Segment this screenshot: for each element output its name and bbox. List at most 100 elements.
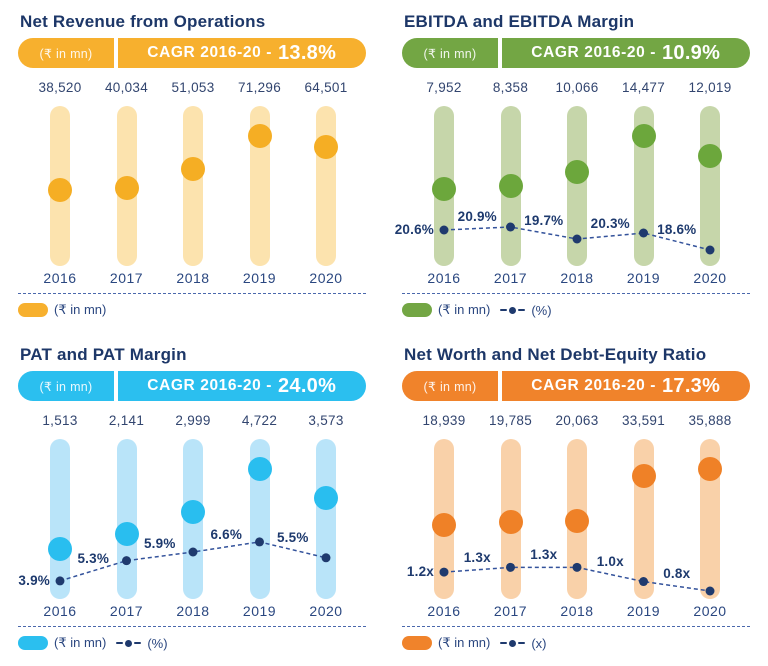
line-value-label: 1.3x — [530, 547, 558, 563]
year-label: 2017 — [493, 270, 528, 286]
line-value-label: 20.3% — [590, 216, 630, 231]
line-point — [188, 547, 198, 557]
line-point — [55, 576, 65, 586]
cagr-label: CAGR 2016-20 - — [531, 44, 656, 61]
legend: (₹ in mn) (%) — [402, 302, 750, 318]
legend-item: (₹ in mn) — [402, 635, 490, 651]
legend-item: (x) — [500, 636, 547, 651]
value-label: 51,053 — [171, 80, 215, 95]
value-label: 19,785 — [488, 413, 533, 428]
year-label: 2019 — [242, 603, 277, 619]
year-label: 2017 — [109, 270, 144, 286]
unit-label: (₹ in mn) — [39, 46, 93, 61]
legend-label: (₹ in mn) — [438, 302, 491, 317]
dashed-separator — [18, 293, 366, 294]
value-dot — [565, 159, 589, 184]
line-point — [506, 222, 515, 232]
chart-panel-net-worth: Net Worth and Net Debt-Equity Ratio (₹ i… — [384, 333, 768, 666]
value-dot — [181, 500, 205, 525]
line-point — [639, 577, 648, 587]
cagr-text-wrap: CAGR 2016-20 - 13.8% — [118, 38, 367, 68]
year-label: 2019 — [626, 270, 661, 286]
line-value-label: 20.6% — [394, 222, 434, 237]
value-label: 1,513 — [42, 413, 78, 428]
year-label: 2016 — [427, 603, 461, 619]
line-value-label: 5.9% — [143, 536, 176, 552]
value-label: 40,034 — [104, 80, 149, 95]
line-point — [439, 225, 449, 235]
dashed-separator — [402, 293, 750, 294]
legend-label: (₹ in mn) — [54, 635, 107, 650]
year-label: 2020 — [693, 603, 727, 619]
margin-line — [439, 562, 715, 596]
unit-label: (₹ in mn) — [39, 379, 93, 394]
legend: (₹ in mn) (x) — [402, 635, 750, 651]
cagr-value: 17.3% — [661, 374, 721, 397]
value-label: 2,999 — [175, 413, 211, 428]
value-dot — [247, 457, 272, 482]
plot-area: 18,939 2016 19,785 2017 20,063 2018 33,591 2019… — [402, 413, 750, 621]
line-point — [705, 586, 715, 596]
value-label: 38,520 — [38, 80, 82, 95]
line-value-label: 0.8x — [663, 566, 691, 582]
legend-item: (₹ in mn) — [18, 302, 106, 318]
line-point — [705, 245, 715, 255]
legend-pill-marker — [18, 636, 48, 650]
year-label: 2020 — [309, 270, 343, 286]
line-value-label: 18.6% — [657, 221, 697, 237]
value-label: 20,063 — [555, 413, 599, 428]
year-label: 2017 — [109, 603, 144, 619]
value-label: 8,358 — [492, 80, 529, 95]
line-value-label: 6.6% — [210, 526, 243, 542]
cagr-badge: (₹ in mn) CAGR 2016-20 - 10.9% — [402, 38, 750, 68]
margin-line — [55, 537, 331, 586]
legend-item: (%) — [116, 636, 168, 651]
cagr-text-wrap: CAGR 2016-20 - 24.0% — [118, 371, 367, 401]
year-label: 2016 — [427, 270, 461, 286]
year-label: 2018 — [176, 270, 210, 286]
value-label: 35,888 — [688, 413, 732, 428]
line-point — [572, 562, 582, 572]
legend-pill-marker — [18, 303, 48, 317]
year-label: 2019 — [242, 270, 277, 286]
line-point — [321, 553, 331, 563]
legend-label: (₹ in mn) — [438, 635, 491, 650]
value-label: 2,141 — [108, 413, 145, 428]
value-dot — [114, 521, 139, 546]
bar — [316, 439, 336, 599]
legend-label: (₹ in mn) — [54, 302, 107, 317]
plot-area: 7,952 2016 8,358 2017 10,066 2018 14,477 2019 12… — [395, 80, 750, 288]
value-dot — [114, 175, 139, 200]
value-label: 7,952 — [426, 80, 462, 95]
value-label: 33,591 — [621, 413, 666, 428]
chart-panel-ebitda: EBITDA and EBITDA Margin (₹ in mn) CAGR … — [384, 0, 768, 333]
value-label: 4,722 — [241, 413, 278, 428]
year-label: 2020 — [693, 270, 727, 286]
value-dot — [48, 537, 72, 562]
dashed-separator — [402, 626, 750, 627]
bar — [183, 106, 203, 266]
value-dot — [631, 123, 656, 148]
year-label: 2018 — [560, 603, 594, 619]
value-dot — [698, 456, 722, 481]
chart-panel-net-revenue: Net Revenue from Operations (₹ in mn) CA… — [0, 0, 384, 333]
legend-line-marker — [500, 306, 526, 314]
value-dot — [631, 464, 656, 489]
cagr-badge: (₹ in mn) CAGR 2016-20 - 13.8% — [18, 38, 366, 68]
line-value-label: 1.3x — [463, 549, 491, 565]
legend-item: (%) — [500, 303, 552, 318]
legend-line-marker — [116, 639, 142, 647]
year-label: 2018 — [560, 270, 594, 286]
value-dot — [698, 143, 722, 168]
legend-item: (₹ in mn) — [402, 302, 490, 318]
cagr-badge: (₹ in mn) CAGR 2016-20 - 24.0% — [18, 371, 366, 401]
unit-label: (₹ in mn) — [423, 379, 477, 394]
line-value-label: 5.5% — [276, 529, 309, 545]
bar — [316, 106, 336, 266]
line-point — [639, 228, 648, 238]
chart-title: PAT and PAT Margin — [20, 345, 187, 364]
value-label: 18,939 — [422, 413, 466, 428]
line-point — [439, 567, 449, 577]
value-label: 3,573 — [308, 413, 344, 428]
